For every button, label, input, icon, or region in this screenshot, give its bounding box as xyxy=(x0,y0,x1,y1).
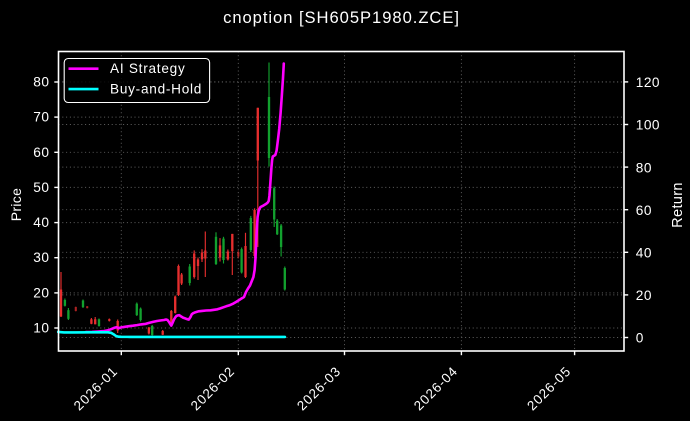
svg-text:80: 80 xyxy=(33,75,49,90)
svg-text:20: 20 xyxy=(636,288,652,303)
svg-text:30: 30 xyxy=(33,250,49,265)
svg-text:0: 0 xyxy=(636,331,644,346)
svg-text:80: 80 xyxy=(636,160,652,175)
svg-text:60: 60 xyxy=(636,203,652,218)
svg-text:50: 50 xyxy=(33,180,49,195)
svg-text:120: 120 xyxy=(636,75,660,90)
svg-text:cnoption [SH605P1980.ZCE]: cnoption [SH605P1980.ZCE] xyxy=(223,8,460,27)
svg-text:10: 10 xyxy=(33,321,49,336)
svg-text:AI Strategy: AI Strategy xyxy=(110,61,186,76)
svg-text:100: 100 xyxy=(636,118,660,133)
svg-text:Price: Price xyxy=(8,188,24,221)
svg-text:Return: Return xyxy=(670,182,686,228)
svg-text:20: 20 xyxy=(33,285,49,300)
svg-text:40: 40 xyxy=(33,215,49,230)
svg-text:60: 60 xyxy=(33,145,49,160)
svg-text:70: 70 xyxy=(33,110,49,125)
svg-text:40: 40 xyxy=(636,246,652,261)
svg-text:Buy-and-Hold: Buy-and-Hold xyxy=(110,82,202,97)
